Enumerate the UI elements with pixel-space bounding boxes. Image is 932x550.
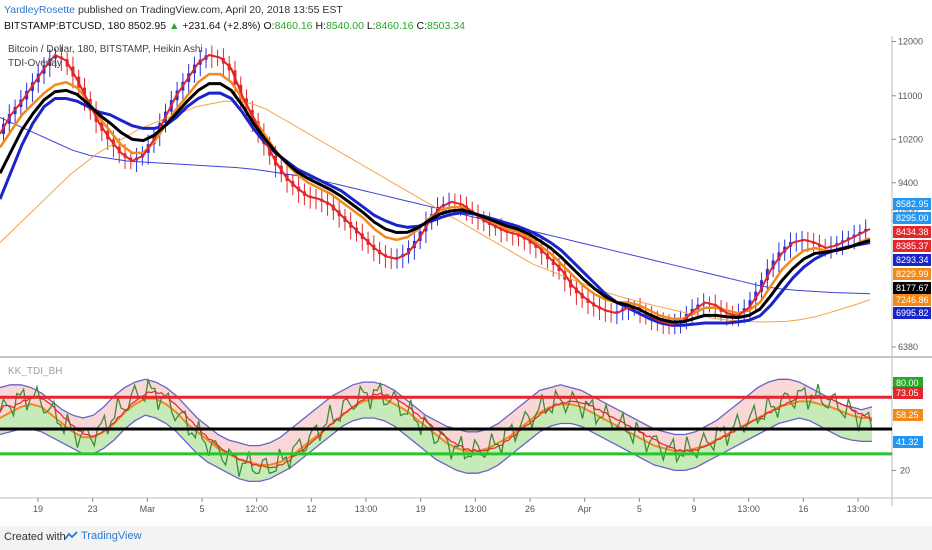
slow-blue-ma-line [0,117,871,295]
low-label: L: [366,20,376,32]
sub-y-tick-label: 20 [900,465,910,475]
chart-area[interactable]: 12000110001020094008900870063801923Mar51… [0,36,932,524]
price-label-text: 8229.99 [896,269,929,279]
footer-bar: Created with TradingView [0,526,932,550]
symbol-label: BITSTAMP:BTCUSD, 180 [4,20,126,32]
created-with-text: Created with [4,531,66,543]
header-bar: YardleyRosette published on TradingView.… [0,0,932,40]
price-label-text: 8434.38 [896,227,929,237]
price-label-box [893,254,931,266]
price-label-box [893,268,931,280]
tradingview-brand-text: TradingView [81,530,142,542]
price-label-box [893,240,931,252]
author-link[interactable]: YardleyRosette [4,4,76,16]
price-change: +231.64 (+2.8%) [182,20,261,32]
price-label-text: 8177.67 [896,283,929,293]
price-label-box [893,198,931,210]
x-tick-label: 13:00 [464,504,487,514]
price-label-text: 8385.37 [896,241,929,251]
main-y-tick-label: 11000 [898,91,922,101]
up-arrow-icon: ▲ [168,20,180,32]
main-y-tick-label: 12000 [898,36,923,46]
low-value: 8460.16 [375,20,414,32]
main-y-tick-label: 10200 [898,134,923,144]
tdi-value-label-box [893,387,923,399]
tdi-value-label-box [893,436,923,448]
price-label-box [893,307,931,319]
close-value: 8503.34 [427,20,465,32]
main-y-tick-label: 6380 [898,342,918,352]
x-tick-label: 5 [637,504,642,514]
main-pane-title: Bitcoin / Dollar, 180, BITSTAMP, Heikin … [8,44,203,55]
price-label-box [893,282,931,294]
close-label: C: [416,20,428,32]
red-fast-line [0,53,871,326]
x-tick-label: 26 [525,504,535,514]
black-center-line [0,82,871,324]
price-label-text: 6995.82 [896,308,929,318]
x-tick-label: 13:00 [355,504,378,514]
candle-body [713,304,717,308]
open-value: 8460.16 [274,20,313,32]
x-tick-label: 16 [798,504,808,514]
publish-line: YardleyRosette published on TradingView.… [4,4,343,16]
x-tick-label: 12:00 [245,504,268,514]
chart-svg[interactable]: 12000110001020094008900870063801923Mar51… [0,36,932,524]
price-label-text: 8293.34 [896,255,929,265]
x-tick-label: 19 [33,504,43,514]
tdi-lower-fill [0,398,872,482]
main-y-tick-label: 9400 [898,178,918,188]
tradingview-logo-icon [64,531,78,540]
price-label-box [893,212,931,224]
x-tick-label: 19 [416,504,426,514]
x-tick-label: 13:00 [847,504,870,514]
tdi-value-label-text: 80.00 [896,378,919,388]
x-tick-label: Mar [140,504,156,514]
price-label-text: 8582.95 [896,199,929,209]
high-value: 8540.00 [325,20,364,32]
tdi-value-label-text: 41.32 [896,437,919,447]
blue-band-line [0,91,871,327]
candle-body [54,56,58,59]
open-label: O: [263,20,275,32]
sub-pane-title[interactable]: KK_TDI_BH [8,366,63,377]
tdi-upper-band-line [0,378,873,447]
slow-orange-ma-line [0,100,871,323]
tradingview-brand[interactable]: TradingView [64,530,142,542]
tdi-value-label-text: 73.05 [896,388,919,398]
price-label-text: 7246.86 [896,295,929,305]
tdi-value-label-box [893,377,923,389]
publish-info: published on TradingView.com, April 20, … [77,4,343,16]
x-tick-label: 12 [306,504,316,514]
x-tick-label: 5 [199,504,204,514]
price-label-box [893,226,931,238]
tdi-value-label-text: 58.25 [896,410,919,420]
tdi-value-label-box [893,409,923,421]
last-price: 8502.95 [128,20,167,32]
price-label-box [893,294,931,306]
x-tick-label: Apr [578,504,592,514]
price-label-text: 8295.00 [896,213,929,223]
high-label: H: [315,20,326,32]
overlay-indicator-title[interactable]: TDI-Overlay [8,58,62,69]
x-tick-label: 13:00 [737,504,760,514]
tdi-lower-band-line [0,414,872,483]
candle-body [748,300,752,309]
x-tick-label: 9 [691,504,696,514]
x-tick-label: 23 [88,504,98,514]
main-pane-bg [0,36,892,354]
ohlc-line: BITSTAMP:BTCUSD, 180 8502.95 ▲ +231.64 (… [4,20,465,32]
